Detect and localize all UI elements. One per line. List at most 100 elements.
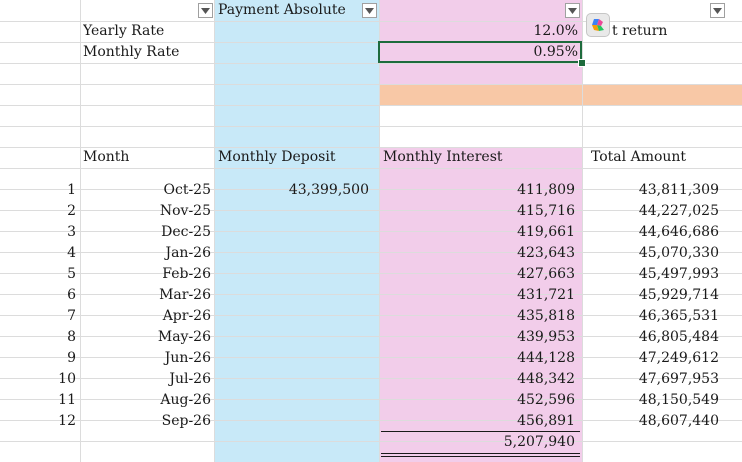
- row-total[interactable]: 46,365,531: [638, 308, 719, 324]
- row-deposit[interactable]: [216, 222, 369, 243]
- col-gridline: [582, 0, 583, 462]
- row-interest[interactable]: 435,818: [517, 308, 575, 324]
- row-deposit[interactable]: [216, 390, 369, 411]
- row-interest[interactable]: 431,721: [517, 287, 575, 303]
- row-number[interactable]: 2: [67, 203, 76, 219]
- row-number[interactable]: 8: [67, 329, 76, 345]
- copilot-button[interactable]: [586, 13, 610, 37]
- row-deposit[interactable]: [216, 264, 369, 285]
- row-deposit[interactable]: 43,399,500: [288, 182, 369, 198]
- row-interest[interactable]: 448,342: [517, 371, 575, 387]
- row-gridline: [0, 441, 742, 442]
- row-month[interactable]: Jul-26: [169, 371, 211, 387]
- row-deposit[interactable]: [216, 348, 369, 369]
- row-total[interactable]: 44,227,025: [638, 203, 719, 219]
- value-yearly-rate[interactable]: 12.0%: [533, 23, 578, 39]
- col-header-monthly-interest: Monthly Interest: [383, 149, 503, 165]
- row-interest[interactable]: 444,128: [517, 350, 575, 366]
- row-gridline: [0, 84, 742, 85]
- row-interest[interactable]: 415,716: [517, 203, 575, 219]
- row-gridline: [0, 126, 742, 127]
- row-number[interactable]: 1: [67, 182, 76, 198]
- row-number[interactable]: 4: [67, 245, 76, 261]
- row-month[interactable]: Dec-25: [161, 224, 211, 240]
- filter-dropdown-c[interactable]: [565, 3, 580, 18]
- header-payment-absolute: Payment Absolute: [218, 2, 346, 18]
- col-gridline: [379, 0, 380, 462]
- row-number[interactable]: 10: [58, 371, 76, 387]
- row-interest[interactable]: 411,809: [517, 182, 575, 198]
- row-deposit[interactable]: [216, 411, 369, 432]
- row-month[interactable]: May-26: [157, 329, 211, 345]
- row-gridline: [0, 315, 742, 316]
- chevron-down-icon: [365, 7, 374, 14]
- label-yearly-rate: Yearly Rate: [83, 23, 165, 39]
- row-total[interactable]: 45,497,993: [638, 266, 719, 282]
- row-deposit[interactable]: [216, 327, 369, 348]
- row-month[interactable]: Aug-26: [160, 392, 211, 408]
- chevron-down-icon: [568, 7, 577, 14]
- row-total[interactable]: 45,929,714: [638, 287, 719, 303]
- row-gridline: [0, 63, 742, 64]
- copilot-icon: [592, 19, 604, 31]
- row-number[interactable]: 5: [67, 266, 76, 282]
- row-month[interactable]: Jan-26: [165, 245, 211, 261]
- row-total[interactable]: 44,646,686: [638, 224, 719, 240]
- col-gridline: [214, 0, 215, 462]
- row-total[interactable]: 48,150,549: [638, 392, 719, 408]
- row-month[interactable]: Mar-26: [159, 287, 211, 303]
- row-number[interactable]: 6: [67, 287, 76, 303]
- chevron-down-icon: [713, 7, 722, 14]
- row-month[interactable]: Apr-26: [162, 308, 211, 324]
- row-interest[interactable]: 456,891: [517, 413, 575, 429]
- row-interest[interactable]: 452,596: [517, 392, 575, 408]
- value-monthly-rate[interactable]: 0.95%: [533, 44, 578, 60]
- row-gridline: [0, 21, 742, 22]
- label-monthly-rate: Monthly Rate: [83, 44, 180, 60]
- filter-dropdown-d[interactable]: [710, 3, 725, 18]
- row-gridline: [0, 378, 742, 379]
- row-deposit[interactable]: [216, 369, 369, 390]
- blank-cell: [582, 42, 742, 63]
- row-total[interactable]: 48,607,440: [638, 413, 719, 429]
- row-gridline: [0, 252, 742, 253]
- row-total[interactable]: 46,805,484: [638, 329, 719, 345]
- row-number[interactable]: 7: [67, 308, 76, 324]
- row-month[interactable]: Oct-25: [163, 182, 212, 198]
- row-total[interactable]: 45,070,330: [638, 245, 719, 261]
- row-deposit[interactable]: [216, 243, 369, 264]
- row-total[interactable]: 47,697,953: [638, 371, 719, 387]
- row-number[interactable]: 11: [58, 392, 76, 408]
- row-number[interactable]: 3: [67, 224, 76, 240]
- row-total[interactable]: 47,249,612: [638, 350, 719, 366]
- col-header-total-amount: Total Amount: [591, 149, 687, 165]
- row-gridline: [0, 168, 742, 169]
- row-total[interactable]: 43,811,309: [638, 182, 719, 198]
- filter-dropdown-b[interactable]: [362, 3, 377, 18]
- row-deposit[interactable]: [216, 201, 369, 222]
- row-month[interactable]: Sep-26: [161, 413, 211, 429]
- active-cell-selection: [378, 41, 582, 63]
- col-header-monthly-deposit: Monthly Deposit: [218, 149, 336, 165]
- row-interest[interactable]: 419,661: [517, 224, 575, 240]
- row-month[interactable]: Feb-26: [162, 266, 211, 282]
- row-month[interactable]: Nov-25: [159, 203, 211, 219]
- fill-handle[interactable]: [578, 59, 586, 67]
- row-gridline: [0, 420, 742, 421]
- row-number[interactable]: 12: [58, 413, 76, 429]
- sum-double-border-1: [381, 453, 580, 454]
- row-interest[interactable]: 439,953: [517, 329, 575, 345]
- chevron-down-icon: [201, 7, 210, 14]
- filter-dropdown-a[interactable]: [198, 3, 213, 18]
- row-gridline: [0, 357, 742, 358]
- row-gridline: [0, 42, 742, 43]
- row-month[interactable]: Jun-26: [164, 350, 211, 366]
- interest-total[interactable]: 5,207,940: [503, 434, 575, 450]
- row-deposit[interactable]: [216, 285, 369, 306]
- row-deposit[interactable]: [216, 306, 369, 327]
- row-number[interactable]: 9: [67, 350, 76, 366]
- row-interest[interactable]: 423,643: [517, 245, 575, 261]
- row-interest[interactable]: 427,663: [517, 266, 575, 282]
- row-gridline: [0, 273, 742, 274]
- row-gridline: [0, 147, 742, 148]
